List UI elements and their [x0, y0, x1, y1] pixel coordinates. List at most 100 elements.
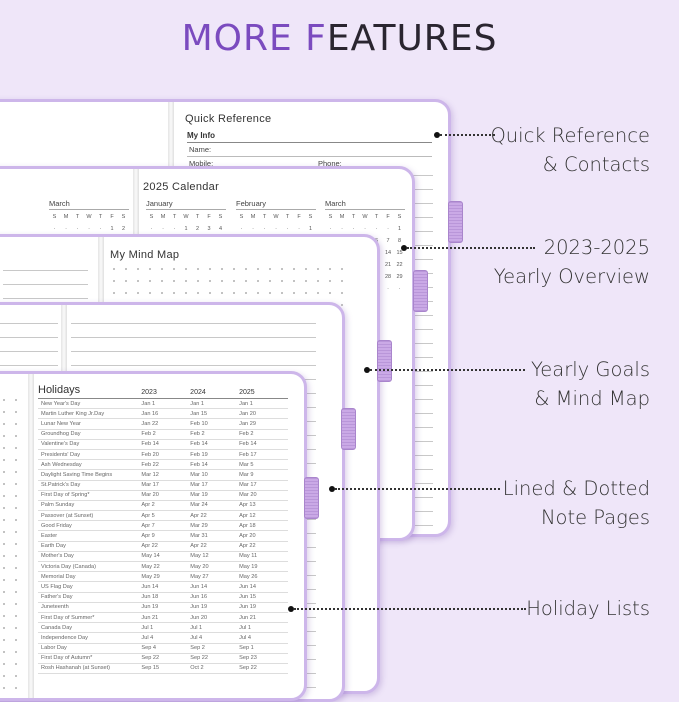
- callout-dot: [288, 606, 294, 612]
- holiday-row: New Year's Day Jan 1 Jan 1 Jan 1: [38, 399, 288, 410]
- holiday-date: May 19: [239, 563, 258, 570]
- weekday-label: S: [328, 214, 333, 220]
- holiday-date: Mar 19: [190, 492, 208, 499]
- holiday-date: Feb 22: [141, 461, 159, 468]
- holiday-name: Daylight Saving Time Begins: [41, 471, 113, 478]
- holiday-row: Labor Day Sep 4 Sep 2 Sep 1: [38, 644, 288, 654]
- holiday-row: Easter Apr 9 Mar 31 Apr 20: [38, 531, 288, 542]
- holiday-date: Jun 19: [190, 604, 208, 611]
- holiday-date: Sep 15: [141, 665, 160, 672]
- my-info-heading: My Info: [187, 131, 215, 140]
- holiday-row: Lunar New Year Jan 22 Feb 10 Jan 29: [38, 419, 288, 430]
- holiday-date: Feb 17: [239, 451, 257, 458]
- holiday-date: May 14: [141, 553, 160, 560]
- callout-leader: [407, 247, 535, 249]
- holiday-date: Jan 22: [141, 420, 159, 427]
- elastic-band-tab: [448, 201, 463, 243]
- holiday-date: Sep 23: [239, 655, 257, 662]
- page-title: MORE FEATURES: [181, 18, 498, 59]
- weekday-label: S: [121, 214, 126, 220]
- holiday-name: Canada Day: [41, 624, 73, 631]
- calendar-day: ·: [275, 226, 277, 232]
- holiday-date: Jul 4: [141, 634, 154, 641]
- calendar-day: ·: [375, 226, 378, 232]
- holiday-date: Mar 20: [239, 492, 257, 499]
- calendar-day: ·: [387, 226, 389, 232]
- calendar-day: 4: [218, 226, 223, 232]
- holiday-date: Mar 17: [141, 482, 159, 489]
- weekday-label: T: [262, 214, 267, 220]
- calendar-day: ·: [53, 226, 56, 232]
- calendar-day: ·: [65, 226, 67, 232]
- holiday-date: Mar 20: [141, 492, 159, 499]
- holiday-row: St.Patrick's Day Mar 17 Mar 17 Mar 17: [38, 481, 288, 491]
- holiday-row: Canada Day Jul 1 Jul 1 Jul 1: [38, 623, 288, 634]
- calendar-title: 2025 Calendar: [143, 181, 220, 193]
- holiday-date: Jun 15: [239, 594, 256, 601]
- holiday-date: Feb 14: [190, 441, 208, 448]
- calendar-week: · · · · · · 1: [325, 226, 405, 238]
- holiday-date: Feb 2: [239, 431, 254, 438]
- holiday-date: Jul 4: [190, 634, 203, 641]
- holiday-name: Mother's Day: [41, 553, 74, 560]
- holiday-date: Jun 21: [239, 614, 256, 621]
- divider: [187, 156, 432, 157]
- holiday-date: Feb 14: [190, 461, 208, 468]
- holiday-date: Apr 13: [239, 502, 256, 509]
- holiday-name: Rosh Hashanah (at Sunset): [41, 665, 111, 672]
- holiday-row: Juneteenth Jun 19 Jun 19 Jun 19: [38, 603, 288, 613]
- holiday-date: Mar 17: [239, 482, 257, 489]
- calendar-day: 3: [207, 226, 211, 232]
- holiday-row: First Day of Autumn* Sep 22 Sep 22 Sep 23: [38, 654, 288, 664]
- holiday-name: Labor Day: [41, 645, 67, 652]
- calendar-day: 14: [384, 250, 392, 256]
- weekday-label: M: [63, 214, 69, 220]
- calendar-day: 2: [121, 226, 126, 232]
- calendar-day: ·: [88, 226, 90, 232]
- holidays-table: Holidays 2023 2024 2025 New Year's Day Ja…: [38, 384, 288, 675]
- callout-dot: [364, 367, 370, 373]
- holiday-date: Apr 2: [141, 502, 155, 509]
- holiday-date: Jan 15: [190, 410, 208, 417]
- holiday-date: Mar 24: [190, 502, 208, 509]
- calendar-day: 1: [397, 226, 402, 232]
- holiday-date: Apr 22: [190, 543, 207, 550]
- holiday-name: Martin Luther King Jr.Day: [41, 410, 105, 417]
- holiday-date: Feb 14: [239, 441, 257, 448]
- weekday-label: S: [308, 214, 313, 220]
- holiday-date: Feb 20: [141, 451, 159, 458]
- holiday-date: Apr 9: [141, 533, 155, 540]
- holiday-name: Groundhog Day: [41, 431, 81, 438]
- calendar-day: 21: [384, 262, 392, 268]
- holiday-date: Jun 14: [141, 583, 159, 590]
- holiday-date: Mar 9: [239, 471, 254, 478]
- calendar-day: ·: [387, 286, 389, 292]
- weekday-label: M: [250, 214, 256, 220]
- holiday-row: Father's Day Jun 18 Jun 16 Jun 15: [38, 593, 288, 603]
- notebook-spine: [28, 374, 34, 698]
- calendar-day: ·: [329, 226, 332, 232]
- quick-reference-title: Quick Reference: [185, 113, 272, 125]
- holiday-row: Victoria Day (Canada) May 22 May 20 May 19: [38, 562, 288, 573]
- holiday-date: Mar 31: [190, 533, 208, 540]
- holiday-name: Juneteenth: [41, 604, 69, 611]
- holiday-row: Earth Day Apr 22 Apr 22 Apr 22: [38, 542, 288, 552]
- divider: [187, 142, 432, 143]
- holiday-date: Jul 4: [239, 634, 251, 641]
- callout-leader: [440, 134, 495, 136]
- holiday-name: Presidents' Day: [41, 451, 80, 458]
- calendar-week: · · · · · 1 2: [49, 226, 129, 238]
- calendar-week: · · · · · · 1: [236, 226, 316, 238]
- holiday-date: Jan 20: [239, 410, 256, 417]
- holiday-name: Valentine's Day: [41, 441, 80, 448]
- holiday-name: Palm Sunday: [41, 502, 75, 509]
- holiday-name: Passover (at Sunset): [41, 512, 94, 519]
- holiday-date: Mar 29: [190, 522, 208, 529]
- calendar-day: ·: [286, 226, 289, 232]
- holiday-row: Palm Sunday Apr 2 Mar 24 Apr 13: [38, 501, 288, 512]
- holiday-row: Martin Luther King Jr.Day Jan 16 Jan 15 Jan…: [38, 409, 288, 420]
- holiday-date: Mar 12: [141, 471, 159, 478]
- holiday-date: Mar 10: [190, 471, 208, 478]
